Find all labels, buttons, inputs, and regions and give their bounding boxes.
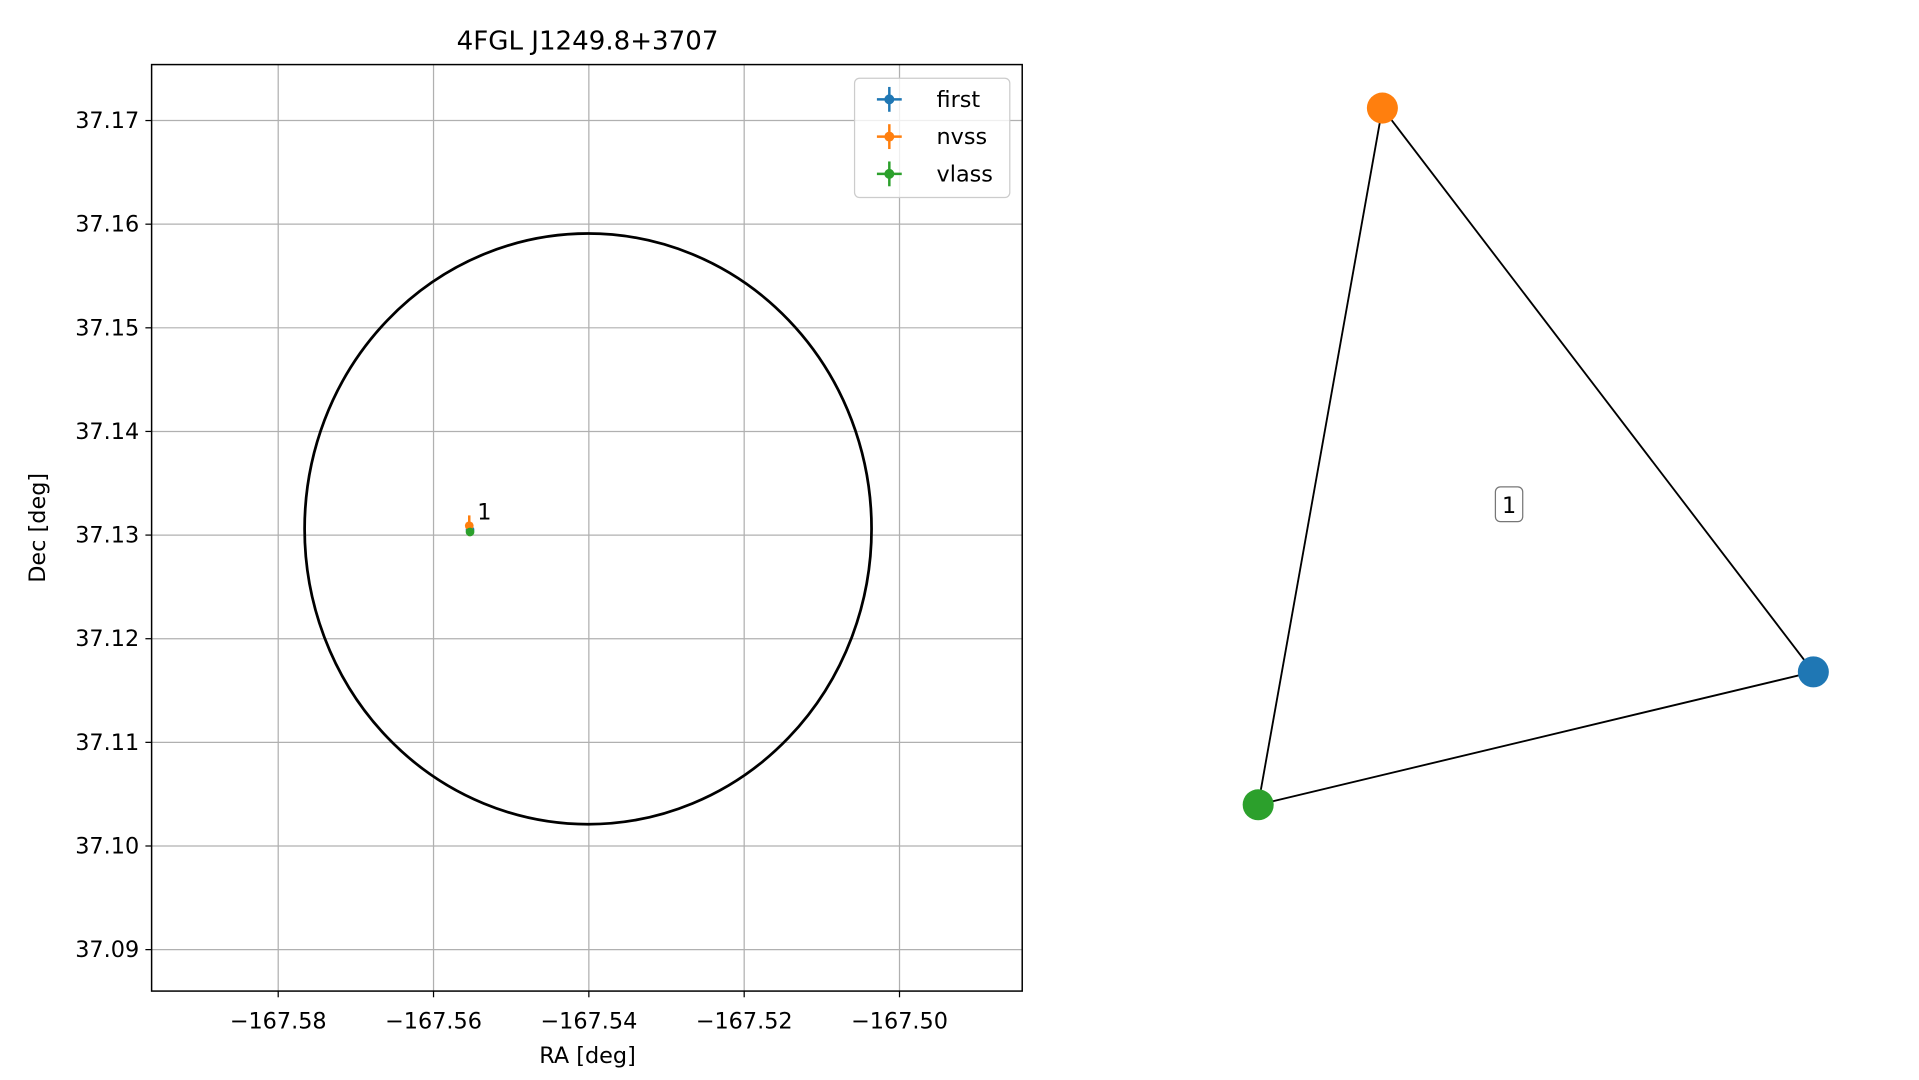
group-label-box	[1494, 486, 1524, 523]
graph-node	[1242, 789, 1274, 821]
legend-label: nvss	[937, 124, 988, 150]
legend: first nvss vlass	[853, 77, 1011, 199]
y-tick-label: 37.11	[75, 730, 139, 756]
x-axis-label: RA [deg]	[539, 1043, 636, 1069]
localization-region	[303, 232, 873, 826]
graph-edge	[1381, 107, 1815, 673]
legend-label: first	[937, 87, 981, 113]
legend-marker	[884, 94, 895, 105]
annotation: 1	[477, 499, 491, 525]
x-tick-label: −167.56	[385, 1008, 482, 1034]
y-tick-label: 37.13	[75, 523, 139, 549]
x-tick-label: −167.50	[851, 1008, 948, 1034]
graph-node	[1797, 656, 1829, 688]
group-label: 1	[1502, 493, 1516, 519]
y-tick-label: 37.15	[75, 315, 139, 341]
graph-edge	[1257, 670, 1814, 806]
legend-box	[853, 77, 1011, 199]
y-axis-label: Dec [deg]	[25, 473, 51, 583]
plot-frame	[150, 63, 1023, 992]
y-tick-label: 37.14	[75, 419, 139, 445]
y-tick-label: 37.12	[75, 626, 139, 652]
chart-title: 4FGL J1249.8+3707	[457, 27, 719, 57]
graph-node	[1366, 92, 1398, 124]
graph-edge	[1257, 107, 1384, 805]
y-tick-label: 37.16	[75, 212, 139, 238]
y-tick-label: 37.17	[75, 108, 139, 134]
x-tick-label: −167.58	[230, 1008, 327, 1034]
x-tick-label: −167.52	[696, 1008, 793, 1034]
data-point	[465, 527, 475, 537]
y-tick-label: 37.09	[75, 937, 139, 963]
y-tick-label: 37.10	[75, 833, 139, 859]
legend-marker	[884, 168, 895, 179]
x-tick-label: −167.54	[540, 1008, 637, 1034]
legend-label: vlass	[937, 161, 993, 187]
legend-marker	[884, 131, 895, 142]
